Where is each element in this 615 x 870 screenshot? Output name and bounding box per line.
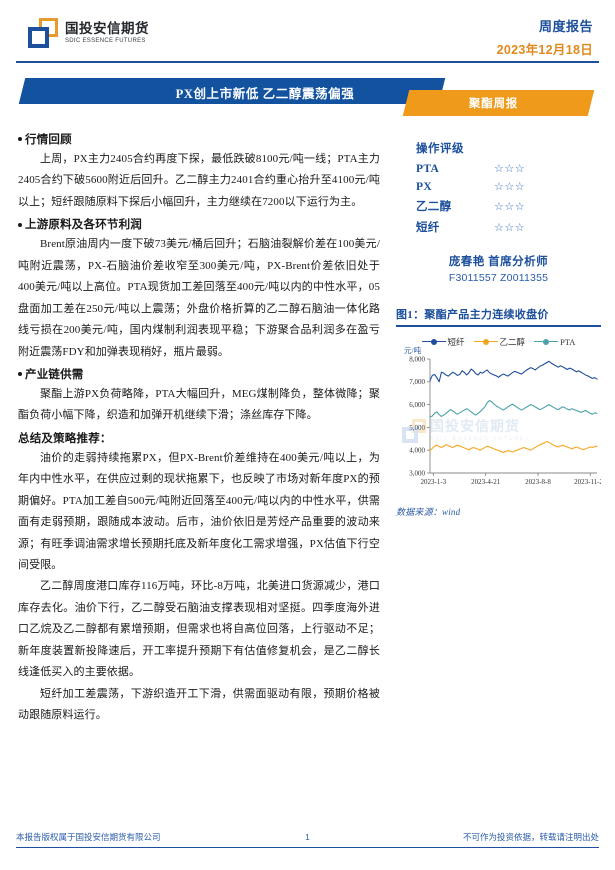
figure-title-divider <box>396 325 601 327</box>
legend-label-staple-fiber: 短纤 <box>447 336 465 347</box>
section-heading-market-review: 行情回顾 <box>18 131 380 147</box>
svg-text:2023-8-8: 2023-8-8 <box>525 478 551 486</box>
rating-stars-pta: ☆☆☆ <box>494 162 526 175</box>
rating-row-pta: PTA ☆☆☆ <box>416 162 601 175</box>
svg-text:4,000: 4,000 <box>409 446 425 454</box>
legend-label-meg: 乙二醇 <box>499 336 526 347</box>
rating-label-pta: PTA <box>416 162 440 175</box>
company-logo: 国投安信期货 SDIC ESSENCE FUTURES <box>28 18 149 48</box>
chart-legend: 短纤 乙二醇 PTA <box>396 333 601 351</box>
logo-company-name-cn: 国投安信期货 <box>65 21 149 37</box>
analyst-block: 庞春艳 首席分析师 F3011557 Z0011355 <box>396 253 601 284</box>
svg-text:2023-11-24: 2023-11-24 <box>574 478 601 486</box>
chart-y-unit-text: 元/吨 <box>404 345 422 355</box>
svg-text:5,000: 5,000 <box>409 423 425 431</box>
summary-paragraph-staple-fiber: 短纤加工差震荡，下游织造开工下滑，供需面驱动有限，预期价格被动跟随原料运行。 <box>18 687 380 722</box>
legend-line-icon <box>481 340 498 343</box>
rating-stars-meg: ☆☆☆ <box>494 199 526 213</box>
rating-row-meg: 乙二醇 ☆☆☆ <box>416 198 601 214</box>
rating-label-px: PX <box>416 180 432 193</box>
footer-copyright: 本报告版权属于国投安信期货有限公司 <box>16 832 161 842</box>
footer-divider <box>16 846 599 848</box>
svg-text:8,000: 8,000 <box>409 355 425 363</box>
report-series-tag: 聚酯周报 <box>468 98 519 110</box>
summary-paragraph-px: 油价的走弱持续拖累PX，但PX-Brent价差维持在400美元/吨以上，为年内中… <box>18 451 380 571</box>
legend-line-icon <box>542 340 559 343</box>
svg-text:6,000: 6,000 <box>409 401 425 409</box>
section-paragraph-upstream-profit: Brent原油周内一度下破73美元/桶后回升；石脑油裂解价差在100美元/吨附近… <box>18 238 380 358</box>
analyst-license-codes: F3011557 Z0011355 <box>448 272 549 284</box>
ratings-title: 操作评级 <box>416 143 464 155</box>
page-header: 国投安信期货 SDIC ESSENCE FUTURES 周度报告 2023年12… <box>0 0 615 63</box>
svg-text:2023-1-3: 2023-1-3 <box>421 478 447 486</box>
svg-text:2023-4-21: 2023-4-21 <box>471 478 501 486</box>
bullet-icon <box>18 222 22 227</box>
chart-source-note: 数据来源：wind <box>396 506 461 517</box>
rating-row-staple-fiber: 短纤 ☆☆☆ <box>416 219 601 235</box>
report-date-label: 2023年12月18日 <box>496 43 593 57</box>
logo-mark-icon <box>28 18 58 48</box>
legend-item-pta: PTA <box>534 337 575 347</box>
bullet-icon <box>18 372 22 377</box>
logo-text: 国投安信期货 SDIC ESSENCE FUTURES <box>65 22 149 44</box>
legend-item-meg: 乙二醇 <box>473 336 526 348</box>
rating-row-px: PX ☆☆☆ <box>416 180 601 193</box>
legend-item-staple-fiber: 短纤 <box>421 336 465 348</box>
report-type-label: 周度报告 <box>538 19 593 34</box>
rating-stars-px: ☆☆☆ <box>494 180 526 193</box>
section-heading-supply-demand: 产业链供需 <box>18 366 380 382</box>
title-banner: PX创上市新低 乙二醇震荡偏强 聚酯周报 <box>0 76 615 116</box>
sidebar-column: 操作评级 PTA ☆☆☆ PX ☆☆☆ 乙二醇 ☆☆☆ 短纤 ☆☆☆ 庞春艳 首… <box>396 140 601 517</box>
rating-stars-staple-fiber: ☆☆☆ <box>494 220 526 234</box>
legend-dot-icon <box>430 338 437 345</box>
main-content-column: 行情回顾 上周，PX主力2405合约再度下探，最低跌破8100元/吨一线；PTA… <box>18 128 380 727</box>
svg-text:3,000: 3,000 <box>409 469 425 477</box>
analyst-name: 庞春艳 首席分析师 <box>448 256 549 268</box>
header-divider <box>16 61 599 63</box>
section-paragraph-market-review: 上周，PX主力2405合约再度下探，最低跌破8100元/吨一线；PTA主力240… <box>18 153 380 208</box>
section-heading-upstream-profit: 上游原料及各环节利润 <box>18 216 380 232</box>
rating-label-staple-fiber: 短纤 <box>416 222 440 234</box>
legend-line-icon <box>429 340 446 343</box>
chart-svg: 3,000 4,000 5,000 6,000 7,000 8,000 2023-1-3 20… <box>409 355 601 486</box>
figure-title: 图1：聚酯产品主力连续收盘价 <box>396 309 549 321</box>
legend-dot-icon <box>543 338 550 345</box>
chart-plot-area: 国投安信期货 SDIC ESSENCE FUTURES 3,000 4,000 5,… <box>396 353 601 493</box>
page-footer: 本报告版权属于国投安信期货有限公司 1 不可作为投资依据，转载请注明出处 <box>16 831 599 843</box>
logo-company-name-en: SDIC ESSENCE FUTURES <box>65 37 146 44</box>
chart-y-unit-label: 元/吨 <box>404 345 422 355</box>
section-heading-summary: 总结及策略推荐： <box>18 432 112 445</box>
bullet-icon <box>18 137 22 142</box>
logo-blue-square-icon <box>28 27 49 48</box>
footer-page-number: 1 <box>305 832 310 842</box>
section-paragraph-supply-demand: 聚酯上游PX负荷略降，PTA大幅回升，MEG煤制降负，整体微降；聚酯负荷小幅下降… <box>18 387 380 422</box>
price-chart: 短纤 乙二醇 PTA 元/吨 <box>396 333 601 517</box>
legend-dot-icon <box>482 338 489 345</box>
rating-label-meg: 乙二醇 <box>416 201 452 213</box>
legend-label-pta: PTA <box>560 336 576 347</box>
svg-text:7,000: 7,000 <box>409 378 425 386</box>
summary-paragraph-meg: 乙二醇周度港口库存116万吨，环比-8万吨，北美进口货源减少，港口库存去化。油价… <box>18 580 380 679</box>
footer-disclaimer: 不可作为投资依据，转载请注明出处 <box>462 832 599 842</box>
page-title: PX创上市新低 乙二醇震荡偏强 <box>175 86 355 101</box>
header-meta: 周度报告 2023年12月18日 <box>497 16 593 58</box>
